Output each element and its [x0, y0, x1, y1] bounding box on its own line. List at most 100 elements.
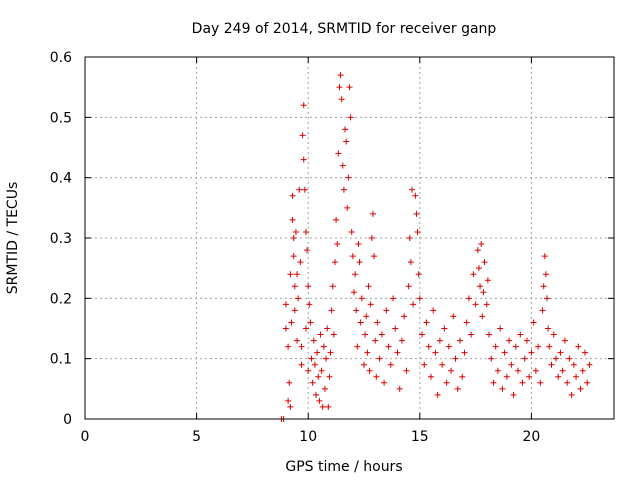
data-point — [439, 361, 446, 368]
data-point — [456, 337, 463, 344]
data-point — [406, 235, 413, 241]
x-axis: 0 5 10 15 20 — [81, 57, 540, 445]
data-point — [503, 373, 510, 380]
data-point — [376, 355, 383, 362]
data-point — [361, 361, 368, 368]
data-point — [459, 373, 466, 380]
data-point — [298, 361, 305, 368]
data-point — [385, 343, 392, 350]
data-point — [475, 265, 482, 272]
data-point — [427, 373, 434, 380]
data-point — [305, 367, 312, 374]
data-point — [542, 271, 549, 278]
data-point — [416, 295, 423, 302]
data-point — [365, 283, 372, 290]
data-point — [559, 367, 566, 374]
data-point — [499, 385, 506, 392]
data-point — [390, 295, 397, 302]
data-point — [301, 186, 308, 193]
data-point — [479, 313, 486, 320]
data-point — [512, 343, 519, 350]
data-point — [528, 349, 535, 356]
data-point — [294, 271, 301, 278]
data-point — [311, 361, 318, 368]
data-point — [575, 343, 582, 350]
data-point — [396, 385, 403, 392]
data-point — [307, 319, 314, 326]
data-point — [492, 343, 499, 350]
data-point — [581, 349, 588, 356]
data-point — [432, 349, 439, 356]
data-point — [304, 247, 311, 254]
data-point — [319, 403, 326, 410]
data-point — [441, 325, 448, 332]
data-point — [347, 114, 354, 121]
data-point — [425, 343, 432, 350]
data-point — [490, 379, 497, 386]
data-point — [392, 325, 399, 332]
data-point — [415, 271, 422, 278]
x-tick-label: 5 — [192, 429, 201, 445]
data-point — [483, 301, 490, 308]
data-point — [454, 385, 461, 392]
data-point — [336, 84, 343, 91]
data-point — [530, 319, 537, 326]
data-point — [287, 403, 294, 410]
data-point — [310, 337, 317, 344]
data-point — [330, 331, 337, 338]
data-point — [289, 216, 296, 223]
data-point — [521, 355, 528, 362]
data-point — [374, 319, 381, 326]
data-point — [343, 138, 350, 145]
data-point — [289, 192, 296, 199]
data-point — [292, 228, 299, 235]
data-point — [586, 361, 593, 368]
data-point — [321, 385, 328, 392]
data-point — [327, 349, 334, 356]
y-tick-label: 0.3 — [50, 231, 72, 247]
data-point — [287, 271, 294, 278]
plot-frame — [84, 56, 615, 420]
data-point — [328, 307, 335, 314]
data-point — [318, 367, 325, 374]
data-point — [326, 373, 333, 380]
data-point — [282, 325, 289, 332]
data-point — [480, 289, 487, 296]
data-point — [372, 337, 379, 344]
data-point — [555, 373, 562, 380]
data-point — [436, 337, 443, 344]
data-point — [430, 307, 437, 314]
data-point — [285, 343, 292, 350]
data-point — [465, 295, 472, 302]
y-tick-label: 0.4 — [50, 171, 72, 187]
data-point — [579, 367, 586, 374]
data-point — [378, 331, 385, 338]
data-point — [550, 331, 557, 338]
data-point — [309, 379, 316, 386]
data-point — [346, 84, 353, 91]
data-point — [570, 361, 577, 368]
data-point — [398, 337, 405, 344]
data-point — [421, 361, 428, 368]
data-point — [515, 367, 522, 374]
x-tick-label: 20 — [522, 429, 540, 445]
data-point — [540, 283, 547, 290]
data-point — [546, 343, 553, 350]
data-point — [468, 331, 475, 338]
data-point — [443, 379, 450, 386]
data-point — [353, 307, 360, 314]
data-point — [472, 301, 479, 308]
y-tick-label: 0.2 — [50, 291, 72, 307]
data-point — [337, 72, 344, 79]
data-point — [501, 349, 508, 356]
data-point — [356, 259, 363, 266]
data-point — [350, 289, 357, 296]
data-point — [407, 259, 414, 266]
data-point — [494, 367, 501, 374]
data-point — [355, 241, 362, 248]
data-point — [497, 325, 504, 332]
data-point — [461, 349, 468, 356]
data-point — [544, 295, 551, 302]
data-point — [381, 379, 388, 386]
chart-title: Day 249 of 2014, SRMTID for receiver gan… — [192, 21, 497, 37]
